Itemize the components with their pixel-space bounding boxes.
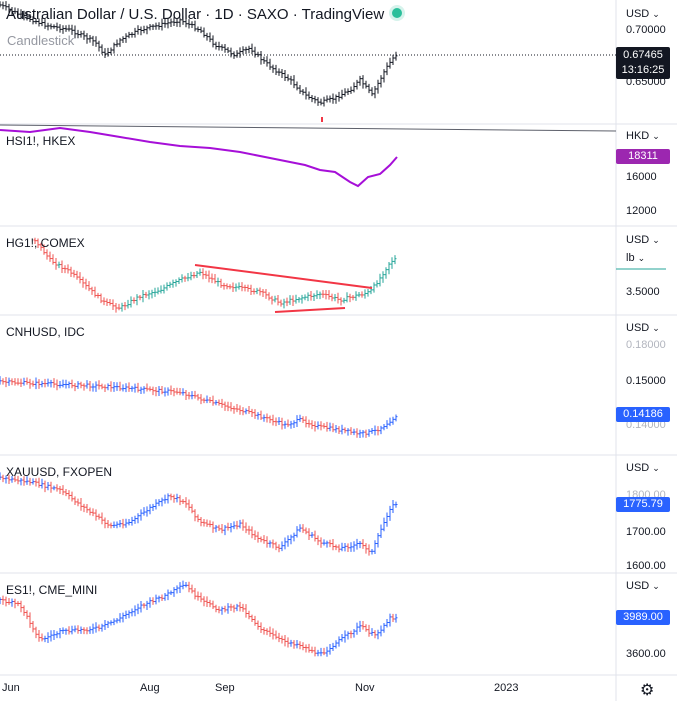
chevron-down-icon: ⌄ — [652, 235, 660, 245]
pane-label-hg[interactable]: HG1!, COMEX — [6, 236, 85, 250]
price-tick: 0.15000 — [626, 375, 666, 387]
currency-selector-hsi[interactable]: HKD ⌄ — [626, 130, 660, 142]
last-price-badge-xauusd: 1775.79 — [616, 497, 670, 512]
price-tick: 0.70000 — [626, 24, 666, 36]
time-tick: 2023 — [494, 682, 519, 694]
price-tick: 0.14000 — [626, 419, 666, 431]
live-dot-icon — [392, 8, 403, 18]
pane-label-cnhusd[interactable]: CNHUSD, IDC — [6, 325, 85, 339]
price-tick: 0.18000 — [626, 339, 666, 351]
trendline-lower — [274, 307, 346, 313]
currency-selector-es[interactable]: USD ⌄ — [626, 580, 660, 592]
currency-selector-audusd[interactable]: USD ⌄ — [626, 8, 660, 20]
chart-type-label: Candlestick — [7, 33, 75, 48]
unit-selector-hg[interactable]: lb ⌄ — [626, 252, 646, 264]
pane-label-xauusd[interactable]: XAUUSD, FXOPEN — [6, 465, 113, 479]
last-price-badge-cnhusd: 0.14186 — [616, 407, 670, 422]
price-tick: 3.5000 — [626, 286, 660, 298]
chevron-down-icon: ⌄ — [652, 9, 660, 19]
time-tick: Sep — [215, 682, 235, 694]
currency-selector-xauusd[interactable]: USD ⌄ — [626, 462, 660, 474]
chevron-down-icon: ⌄ — [652, 323, 660, 333]
last-price-badge-hsi: 18311 — [616, 149, 670, 164]
pane-label-es[interactable]: ES1!, CME_MINI — [6, 583, 98, 597]
chevron-down-icon: ⌄ — [652, 463, 660, 473]
currency-selector-cnhusd[interactable]: USD ⌄ — [626, 322, 660, 334]
price-tick: 0.65000 — [626, 76, 666, 88]
gear-icon[interactable]: ⚙ — [640, 682, 655, 699]
last-price-badge-es: 3989.00 — [616, 610, 670, 625]
price-tick: 1700.00 — [626, 526, 666, 538]
chevron-down-icon: ⌄ — [652, 581, 660, 591]
hsi-line — [0, 126, 398, 188]
price-tick: 16000 — [626, 171, 657, 183]
horizontal-ray — [0, 124, 617, 132]
chevron-down-icon: ⌄ — [652, 131, 660, 141]
chart-title: Australian Dollar / U.S. Dollar · 1D · S… — [6, 6, 403, 23]
time-tick: Jun — [2, 682, 20, 694]
chevron-down-icon: ⌄ — [637, 253, 646, 263]
price-tick: 3600.00 — [626, 648, 666, 660]
price-tick: 12000 — [626, 205, 657, 217]
time-tick: Nov — [355, 682, 375, 694]
time-tick: Aug — [140, 682, 160, 694]
currency-selector-hg[interactable]: USD ⌄ — [626, 234, 660, 246]
trendline-upper — [194, 264, 373, 289]
last-price-badge-audusd: 0.67465 13:16:25 — [616, 47, 670, 79]
price-tick: 1600.00 — [626, 560, 666, 572]
pane-label-hsi[interactable]: HSI1!, HKEX — [6, 134, 76, 148]
